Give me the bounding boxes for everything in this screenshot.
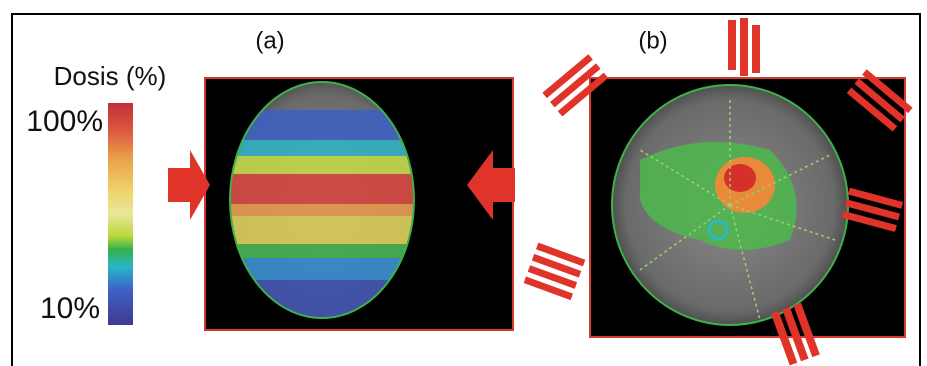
beam-arrow bbox=[168, 150, 210, 220]
panel-label: (b) bbox=[638, 27, 667, 54]
colorbar-min-label: 10% bbox=[40, 292, 100, 325]
colorbar bbox=[108, 103, 133, 325]
panel-label: (a) bbox=[255, 27, 284, 54]
colorbar-max-label: 100% bbox=[26, 105, 103, 138]
figure: Dosis (%) 100% 10% (a) (b) bbox=[0, 0, 927, 366]
colorbar-title: Dosis (%) bbox=[54, 61, 167, 91]
